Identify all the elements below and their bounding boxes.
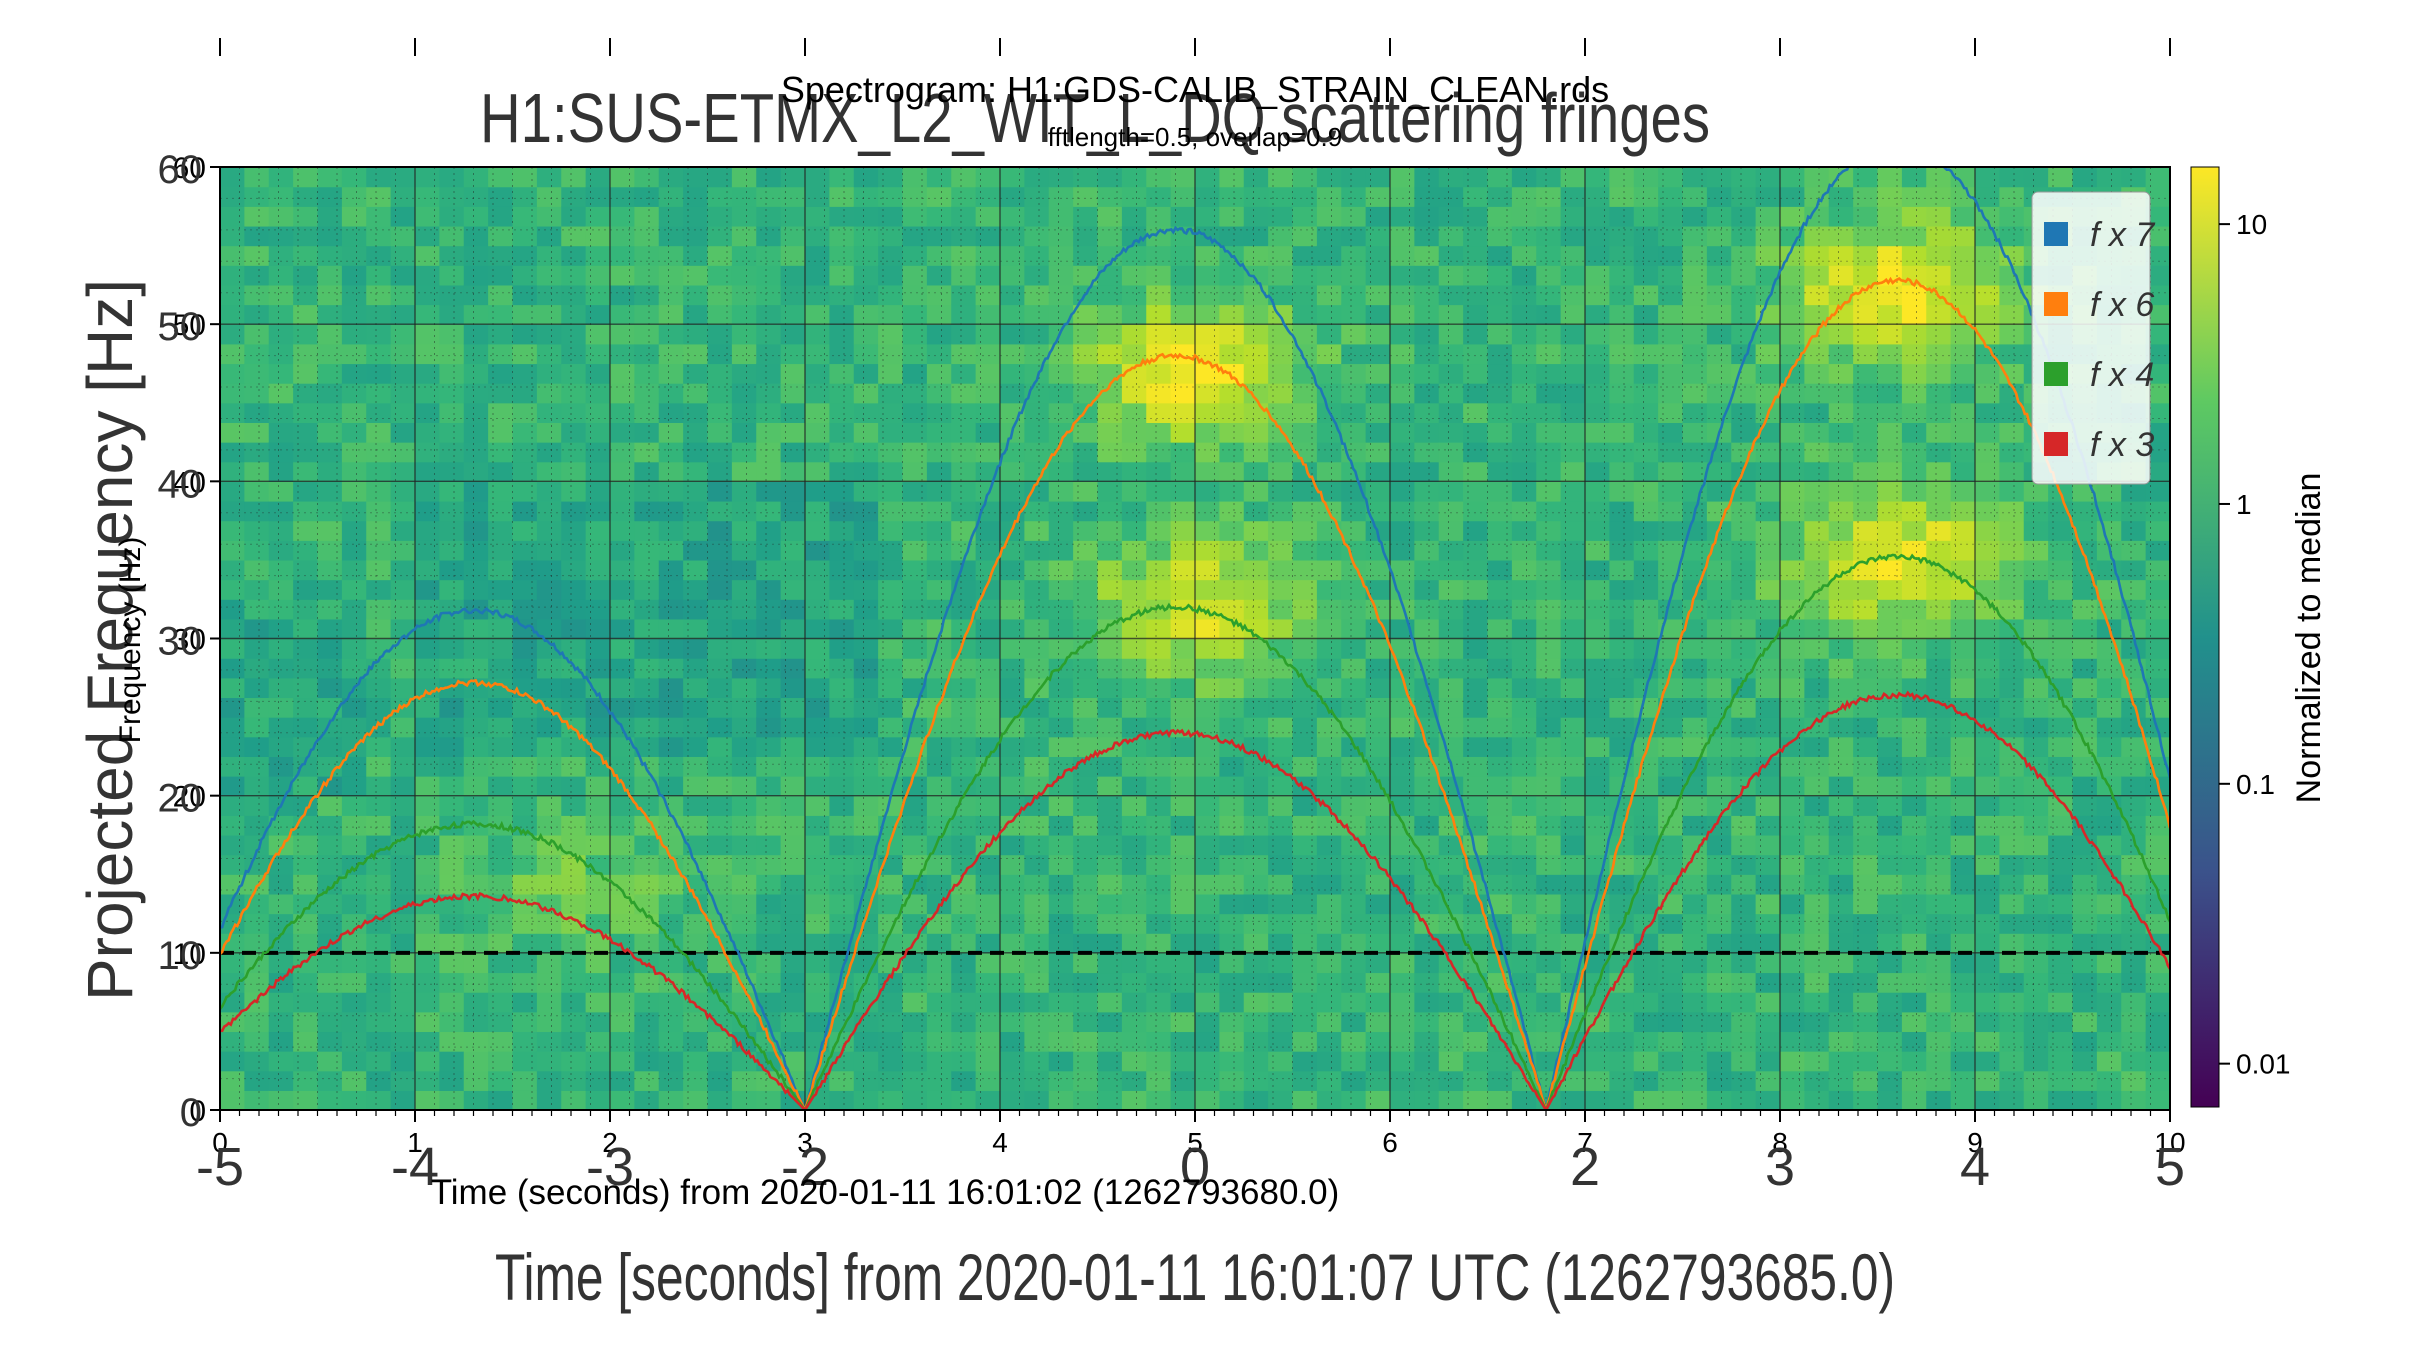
legend-label: f x 6 — [2090, 286, 2154, 324]
colorbar-tick-label: 0.01 — [2236, 1049, 2291, 1080]
fringe-curves — [220, 167, 2170, 1110]
spectrogram-x-tick-label: 10 — [2154, 1127, 2185, 1158]
colorbar-tick-label: 1 — [2236, 489, 2252, 520]
spectrogram-x-tick-label: 9 — [1967, 1127, 1983, 1158]
fringe-y-axis-label: Projected Frequency [Hz] — [74, 279, 146, 1001]
spectrogram-x-tick-label: 0 — [212, 1127, 228, 1158]
legend-swatch — [2044, 292, 2068, 316]
legend-swatch — [2044, 362, 2068, 386]
spectrogram-y-tick-label: 10 — [173, 938, 206, 971]
fringe-y-tick-label: 30 — [158, 620, 203, 664]
fringe-line-2 — [220, 276, 2170, 1110]
fringe-y-tick-label: 40 — [158, 462, 203, 506]
legend-swatch — [2044, 432, 2068, 456]
colorbar — [2190, 166, 2220, 1108]
spectrogram-y-tick-label: 0 — [189, 1095, 206, 1128]
fringe-x-tick-label: -3 — [586, 1137, 634, 1197]
legend-label: f x 3 — [2090, 426, 2154, 464]
spectrogram-y-tick-label: 40 — [173, 466, 206, 499]
fringe-x-tick-label: -5 — [196, 1137, 244, 1197]
colorbar-label: Normalized to median — [2290, 473, 2328, 804]
legend-label: f x 7 — [2090, 216, 2155, 254]
spectrogram-title: Spectrogram: H1:GDS-CALIB_STRAIN_CLEAN.r… — [781, 69, 1609, 110]
colorbar-ticks: 0.01 0.1 1 10 — [2219, 209, 2291, 1080]
spectrogram-y-tick-label: 20 — [173, 781, 206, 814]
plot-frame-right — [2170, 167, 2171, 1110]
spectrogram-subtitle: fftlength=0.5, overlap=0.9 — [1048, 122, 1342, 152]
legend-swatch — [2044, 222, 2068, 246]
fringe-x-tick-label: 0 — [1180, 1137, 1210, 1197]
spectrogram-y-tick-label: 50 — [173, 309, 206, 342]
fringe-x-axis-label: Time [seconds] from 2020-01-11 16:01:07 … — [495, 1240, 1895, 1314]
spectrogram-x-tick-label: 1 — [407, 1127, 423, 1158]
legend-label: f x 4 — [2090, 356, 2154, 394]
fringe-x-tick-label: 5 — [2155, 1137, 2185, 1197]
fringe-line-3 — [220, 553, 2170, 1110]
fringe-y-tick-label: 0 — [180, 1091, 202, 1135]
colorbar-tick-label: 0.1 — [2236, 769, 2275, 800]
fringe-x-tick-label: 3 — [1765, 1137, 1795, 1197]
fringe-y-tick-label: 50 — [158, 305, 203, 349]
fringe-x-tick-label: 2 — [1570, 1137, 1600, 1197]
spectrogram-x-tick-label: 3 — [797, 1127, 813, 1158]
fringe-x-tick-label: 4 — [1960, 1137, 1990, 1197]
spectrogram-y-axis-label: Frequency (Hz) — [114, 537, 147, 744]
spectrogram-y-tick-label: 30 — [173, 624, 206, 657]
fringe-y-tick-label: 60 — [158, 148, 203, 192]
spectrogram-x-tick-label: 4 — [992, 1127, 1008, 1158]
fringe-title: H1:SUS-ETMX_L2_WIT_L_DQ scattering fring… — [480, 79, 1710, 157]
spectrogram-x-tick-label: 7 — [1577, 1127, 1593, 1158]
fringe-line-1 — [220, 167, 2170, 1110]
spectrogram-x-tick-label: 8 — [1772, 1127, 1788, 1158]
legend: f x 7 f x 6 f x 4 f x 3 — [2031, 191, 2155, 485]
spectrogram-x-tick-label: 2 — [602, 1127, 618, 1158]
spectrogram-x-axis-label: Time (seconds) from 2020-01-11 16:01:02 … — [431, 1173, 1340, 1212]
colorbar-tick-label: 10 — [2236, 209, 2267, 240]
spectrogram-y-tick-label: 60 — [173, 152, 206, 185]
fringe-x-tick-label: -2 — [781, 1137, 829, 1197]
spectrogram-x-tick-label: 5 — [1187, 1127, 1203, 1158]
fringe-x-tick-label: -4 — [391, 1137, 439, 1197]
axes: 0 1 2 3 4 5 6 7 8 9 10-5 -4 -3 -2 0 2 3 4 5010203040506001… — [158, 38, 2186, 1197]
fringe-y-tick-label: 10 — [158, 934, 203, 978]
spectrogram-x-tick-label: 6 — [1382, 1127, 1398, 1158]
spectrogram-heatmap — [220, 167, 2170, 1110]
fringe-y-tick-label: 20 — [158, 777, 203, 821]
legend-box — [2031, 191, 2151, 485]
fringe-line-4 — [220, 690, 2170, 1110]
